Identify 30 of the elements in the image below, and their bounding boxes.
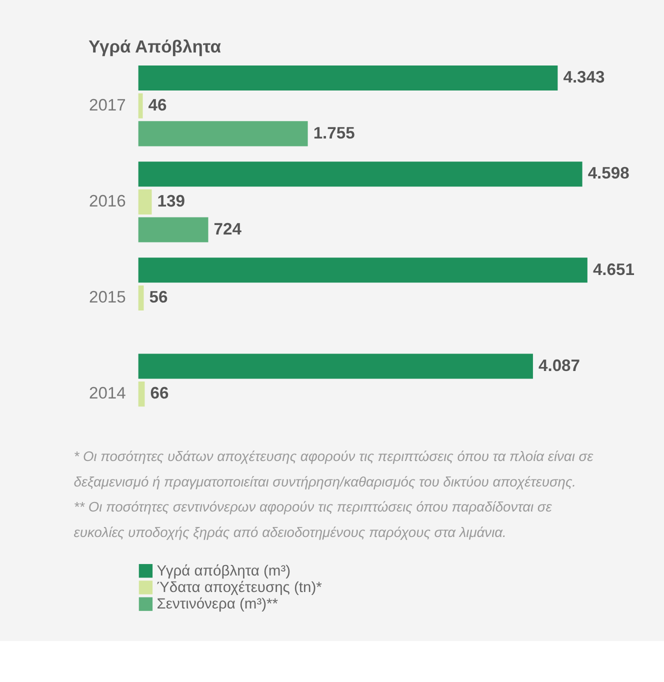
bar — [138, 93, 143, 118]
legend-label: Υγρά απόβλητα (m³) — [156, 563, 291, 580]
data-label: 56 — [149, 288, 168, 307]
chart-title: Υγρά Απόβλητα — [88, 36, 222, 57]
bar — [138, 285, 144, 311]
data-label: 46 — [148, 95, 167, 114]
legend-label: Σεντινόνερα (m³)** — [156, 596, 278, 613]
bar — [138, 258, 588, 283]
data-label: 66 — [150, 384, 169, 403]
bar — [138, 189, 152, 214]
bar — [138, 217, 208, 242]
legend-label: Ύδατα αποχέτευσης (tn)* — [156, 580, 322, 596]
data-label: 4.598 — [588, 164, 630, 183]
y-tick-label: 2015 — [88, 288, 126, 307]
data-label: 1.755 — [313, 123, 355, 142]
data-label: 724 — [214, 219, 242, 238]
text: ** Οι ποσότητες σεντινόνερων αφορούν τις περιπτώσεις όπου παραδίδονται σε ευκολίες υποδοχής ξηράς από αδειοδοτημένους παρόχους στα λιμάνια. — [74, 498, 553, 540]
data-label: 4.651 — [592, 260, 634, 279]
text: * Οι ποσότητες υδάτων αποχέτευσης αφορούν τις περιπτώσεις όπου τα πλοία είναι σε δεξαμενισμό ή πραγματοποιείται συντήρηση/καθαρισμός του δικτύου αποχέτευσης. — [74, 448, 594, 490]
bar — [138, 121, 308, 146]
y-tick-label: 2014 — [88, 384, 126, 403]
data-label: 4.343 — [563, 68, 605, 87]
data-label: 139 — [157, 192, 185, 211]
bar — [138, 66, 558, 91]
y-tick-label: 2017 — [88, 95, 126, 114]
y-tick-label: 2016 — [88, 192, 126, 211]
bar — [138, 354, 533, 379]
data-label: 4.087 — [538, 356, 580, 375]
bar — [138, 382, 145, 407]
bar — [138, 162, 582, 187]
